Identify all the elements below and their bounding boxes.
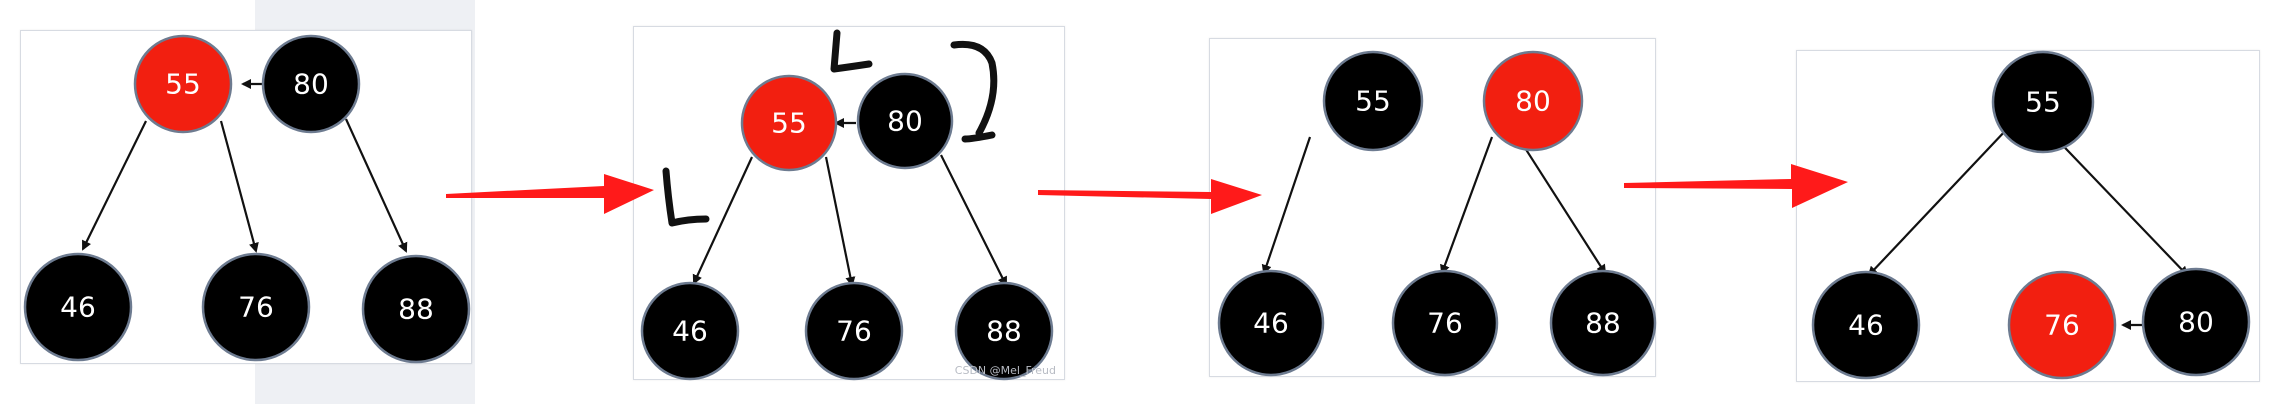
tree-panel-2: 55 80 46 76 88 CSDN @Mel_Freud — [633, 26, 1065, 381]
edge-55-46 — [1261, 136, 1312, 275]
tree-diagram-3: 55 80 46 76 88 — [1217, 50, 1657, 377]
node-80: 80 — [261, 34, 361, 134]
node-88: 88 — [954, 281, 1054, 381]
svg-text:46: 46 — [1253, 307, 1289, 340]
svg-text:55: 55 — [165, 68, 201, 101]
edge-80-76 — [1440, 136, 1494, 275]
node-55: 55 — [1991, 50, 2095, 154]
node-46: 46 — [1811, 270, 1921, 380]
svg-text:88: 88 — [1585, 307, 1621, 340]
node-88: 88 — [361, 254, 471, 364]
node-46: 46 — [640, 281, 740, 381]
svg-text:46: 46 — [60, 291, 96, 324]
svg-text:76: 76 — [836, 315, 872, 348]
node-80: 80 — [856, 72, 954, 170]
svg-text:76: 76 — [2044, 309, 2080, 342]
svg-text:80: 80 — [887, 105, 923, 138]
node-55: 55 — [740, 74, 838, 172]
svg-text:55: 55 — [771, 107, 807, 140]
node-88: 88 — [1549, 269, 1657, 377]
handwritten-l-left — [662, 167, 710, 227]
svg-text:46: 46 — [672, 315, 708, 348]
edge-55-80 — [2046, 128, 2189, 277]
edge-55-46 — [1867, 128, 2008, 277]
node-76: 76 — [2007, 270, 2117, 380]
tree-panel-1: 55 80 46 76 88 — [20, 30, 472, 364]
node-46: 46 — [1217, 269, 1325, 377]
svg-text:55: 55 — [1355, 85, 1391, 118]
node-55: 55 — [1322, 50, 1424, 152]
svg-text:46: 46 — [1848, 309, 1884, 342]
svg-text:76: 76 — [238, 291, 274, 324]
handwritten-rotation-arrow — [950, 40, 998, 143]
svg-text:76: 76 — [1427, 307, 1463, 340]
svg-text:55: 55 — [2025, 86, 2061, 119]
edge-80-88 — [1517, 136, 1607, 275]
node-76: 76 — [1391, 269, 1499, 377]
edge-55-76 — [219, 120, 259, 253]
edge-80-88 — [940, 154, 1007, 287]
node-76: 76 — [804, 281, 904, 381]
edge-55-76 — [824, 156, 856, 287]
transition-arrow-1 — [446, 174, 654, 214]
node-46: 46 — [23, 252, 133, 362]
node-80: 80 — [2141, 267, 2251, 377]
handwritten-l-top — [830, 29, 873, 73]
node-76: 76 — [201, 252, 311, 362]
watermark: CSDN @Mel_Freud — [954, 364, 1056, 377]
tree-panel-3: 55 80 46 76 88 — [1209, 38, 1657, 377]
edge-55-46 — [692, 156, 753, 285]
tree-diagram-4: 55 46 76 80 — [1811, 50, 2251, 380]
svg-text:80: 80 — [293, 68, 329, 101]
svg-text:88: 88 — [398, 293, 434, 326]
svg-text:80: 80 — [2178, 306, 2214, 339]
svg-text:80: 80 — [1515, 85, 1551, 118]
node-55: 55 — [133, 34, 233, 134]
edge-80-88 — [344, 118, 408, 253]
edge-55-46 — [82, 120, 147, 251]
svg-text:88: 88 — [986, 315, 1022, 348]
tree-diagram-2: 55 80 46 76 88 — [640, 29, 1054, 381]
tree-diagram-1: 55 80 46 76 88 — [23, 34, 471, 364]
node-80: 80 — [1482, 50, 1584, 152]
tree-panel-4: 55 46 76 80 — [1796, 50, 2260, 382]
